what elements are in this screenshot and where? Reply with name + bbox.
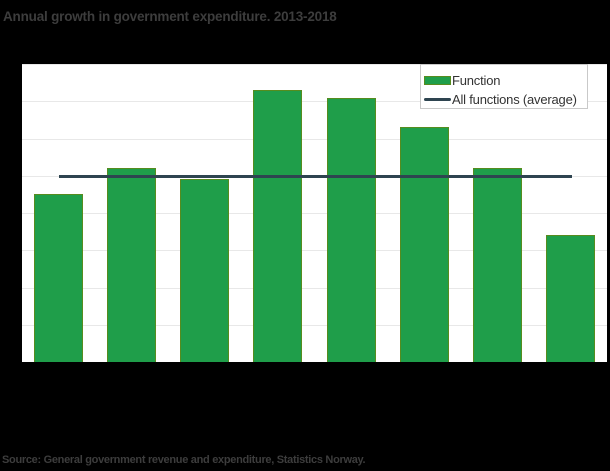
legend-label-function: Function bbox=[452, 73, 501, 88]
gridline bbox=[22, 250, 607, 252]
plot-area: Function All functions (average) bbox=[22, 64, 607, 362]
bar bbox=[326, 97, 376, 362]
bar-swatch-icon bbox=[424, 76, 451, 85]
legend-label-average: All functions (average) bbox=[452, 92, 577, 107]
bar bbox=[34, 194, 84, 362]
gridline bbox=[22, 213, 607, 214]
bar bbox=[472, 168, 522, 362]
gridline bbox=[22, 287, 607, 289]
legend-item-average[interactable]: All functions (average) bbox=[424, 90, 587, 109]
bar bbox=[399, 127, 449, 362]
line-swatch-icon bbox=[424, 98, 451, 101]
average-line bbox=[58, 174, 573, 178]
legend: Function All functions (average) bbox=[420, 64, 588, 109]
source-text: Source: General government revenue and e… bbox=[2, 454, 366, 466]
gridline bbox=[22, 101, 607, 103]
bar bbox=[253, 90, 303, 362]
gridline bbox=[22, 64, 607, 65]
bar bbox=[107, 168, 157, 362]
bar bbox=[180, 179, 230, 362]
bar bbox=[545, 235, 595, 362]
gridline bbox=[22, 324, 607, 326]
chart-title: Annual growth in government expenditure.… bbox=[3, 9, 337, 24]
legend-item-function[interactable]: Function bbox=[424, 71, 587, 90]
gridline bbox=[22, 138, 607, 140]
